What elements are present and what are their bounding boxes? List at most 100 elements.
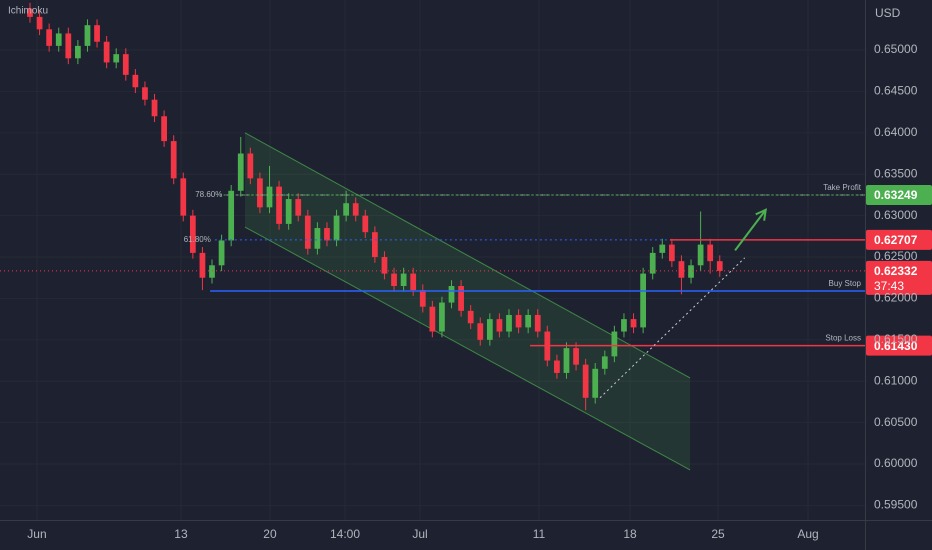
candle-body — [180, 178, 187, 216]
candle-body — [630, 319, 637, 328]
candle-body — [27, 8, 33, 17]
overlay: 78.60% 61.80% Take Profit 0.63249 0.62707 Buy… — [0, 183, 932, 399]
candle-body — [668, 244, 675, 262]
y-tick-label: 0.61500 — [874, 332, 918, 346]
x-tick-label: 25 — [711, 527, 725, 541]
candle-body — [381, 257, 388, 274]
y-tick-label: 0.62000 — [874, 291, 918, 305]
candle-body — [525, 314, 532, 328]
candle-body — [448, 286, 455, 303]
candle-body — [142, 87, 148, 100]
arrow-head — [755, 208, 768, 221]
candle-body — [295, 199, 302, 216]
currency-label: USD — [875, 6, 901, 20]
candle-body — [640, 273, 646, 328]
candle-body — [688, 265, 694, 278]
price-tag-label: 0.62332 — [874, 264, 918, 278]
candle-body — [707, 244, 714, 262]
candle-body — [237, 153, 244, 191]
x-tick-label: 14:00 — [330, 527, 360, 541]
candle-body — [94, 25, 100, 42]
y-tick-label: 0.63500 — [874, 166, 918, 180]
x-tick-label: 20 — [263, 527, 277, 541]
candle-body — [659, 244, 666, 253]
candle-body — [324, 228, 330, 241]
x-tick-label: Jul — [412, 527, 427, 541]
candle-body — [592, 368, 599, 398]
candle-body — [372, 232, 378, 258]
level-name: Take Profit — [823, 183, 862, 192]
y-tick-label: 0.60500 — [874, 415, 918, 429]
candle-body — [563, 348, 570, 373]
candle-body — [113, 54, 120, 63]
candle-body — [410, 273, 417, 291]
candle-body — [506, 314, 512, 332]
price-tag-label: 0.63249 — [874, 188, 918, 202]
candle-body — [209, 265, 215, 278]
level-name: Buy Stop — [829, 279, 862, 288]
candle-body — [122, 54, 129, 75]
candle-body — [55, 33, 62, 46]
x-tick-label: 13 — [174, 527, 188, 541]
candle-body — [601, 356, 608, 369]
candle-body — [75, 45, 81, 59]
y-tick-label: 0.60000 — [874, 456, 918, 470]
candle-body — [486, 319, 493, 340]
candle-body — [554, 360, 560, 373]
price-tag-label: 0.61430 — [874, 339, 918, 353]
candle-body — [314, 228, 321, 249]
candle-body — [151, 99, 158, 117]
candle-body — [199, 252, 206, 278]
candle-body — [515, 314, 522, 328]
level-name: Stop Loss — [825, 334, 861, 343]
candle-body — [65, 33, 72, 59]
price-tag — [866, 229, 932, 250]
candle-body — [439, 302, 445, 332]
candle-body — [170, 141, 177, 179]
candle-body — [716, 261, 723, 271]
candle-body — [228, 190, 235, 241]
grid — [244, 132, 691, 471]
candle-body — [84, 25, 91, 46]
x-tick-label: Jun — [27, 527, 46, 541]
candle-body — [649, 252, 656, 274]
candle-body — [352, 203, 359, 216]
candle-body — [400, 273, 407, 286]
indicator-label: Ichimoku — [8, 6, 48, 17]
countdown-label: 37:43 — [874, 279, 904, 293]
fib-label: 78.60% — [195, 190, 222, 199]
candle-body — [343, 203, 350, 216]
y-tick-label: 0.61000 — [874, 373, 918, 387]
candle-body — [161, 116, 167, 142]
candle-body — [189, 215, 196, 253]
y-tick-label: 0.64000 — [874, 125, 918, 139]
fib-label: 61.80% — [184, 235, 211, 244]
candle-body — [534, 314, 541, 332]
channel-line — [244, 226, 691, 471]
candle-body — [391, 273, 397, 286]
y-tick-label: 0.59500 — [874, 498, 918, 512]
candle-body — [304, 215, 311, 249]
candle-body — [496, 319, 503, 332]
candle-body — [103, 41, 110, 63]
candle-body — [419, 290, 426, 307]
price-tag — [866, 335, 932, 356]
candle-body — [573, 348, 579, 365]
price-tag-label: 0.62707 — [874, 233, 918, 247]
price-tag — [866, 185, 932, 205]
candle-body — [429, 306, 436, 332]
candle-body — [477, 323, 484, 340]
candle-body — [458, 286, 464, 311]
channel-fill — [244, 132, 691, 470]
plot — [27, 2, 723, 411]
candle-body — [362, 215, 369, 233]
arrow-shaft — [734, 209, 767, 251]
candle-body — [36, 16, 43, 30]
trend-line — [599, 257, 746, 399]
candle-body — [467, 310, 474, 324]
candle-body — [582, 364, 589, 398]
y-tick-label: 0.62500 — [874, 249, 918, 263]
candle-body — [276, 186, 282, 224]
